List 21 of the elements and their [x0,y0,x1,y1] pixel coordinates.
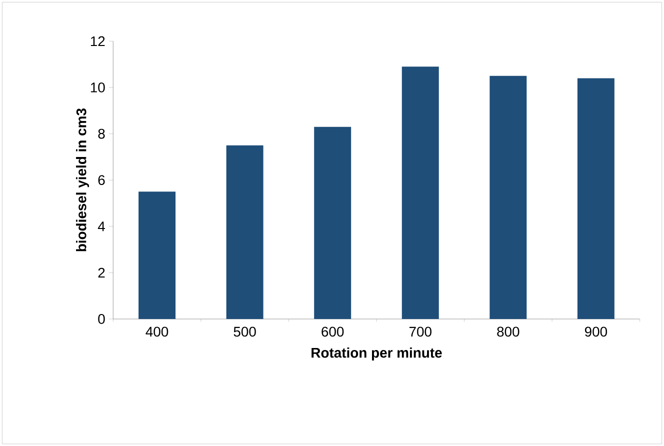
y-axis-title: biodiesel yield in cm3 [76,108,90,252]
x-tick-label: 900 [584,326,608,337]
x-axis-title: Rotation per minute [312,347,442,360]
y-tick-label: 8 [98,128,105,139]
y-tick-label: 4 [98,222,105,232]
bar [490,76,527,319]
bar [226,145,264,319]
bar [577,78,614,319]
x-tick-label: 600 [322,326,344,337]
y-tick-label: 0 [98,314,105,324]
y-tick-label: 2 [98,268,105,278]
bar [138,192,176,319]
y-tick-label: 12 [90,36,105,46]
x-tick-label: 400 [146,326,168,337]
y-tick-label: 6 [98,175,105,185]
y-tick-label: 10 [90,82,105,92]
x-tick-label: 500 [234,326,256,337]
x-tick-label: 700 [409,326,432,337]
bar [402,66,439,319]
x-tick-label: 800 [497,326,520,337]
bar [314,126,352,319]
